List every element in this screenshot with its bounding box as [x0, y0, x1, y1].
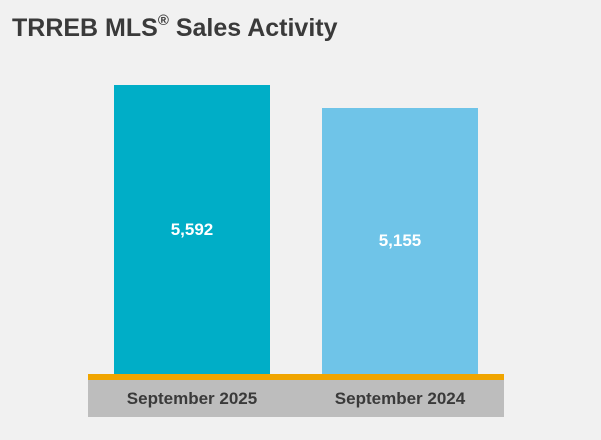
plot-area: 5,592 September 2025 5,155 September 2024: [88, 60, 504, 417]
bar-1-value-label: 5,592: [170, 219, 214, 239]
bar-2: [322, 107, 478, 374]
bar-1: [114, 85, 270, 374]
x-axis-baseline: [88, 374, 504, 380]
x-tick-label-2: September 2024: [334, 389, 466, 408]
registered-mark: ®: [157, 12, 169, 29]
x-axis-label-band: [88, 380, 504, 417]
chart-title-suffix: Sales Activity: [175, 14, 338, 42]
bar-2-value-label: 5,155: [378, 230, 422, 250]
chart-title-main: TRREB MLS: [12, 14, 158, 42]
chart-title: TRREB MLS® Sales Activity: [12, 12, 338, 43]
x-tick-label-1: September 2025: [126, 389, 258, 408]
